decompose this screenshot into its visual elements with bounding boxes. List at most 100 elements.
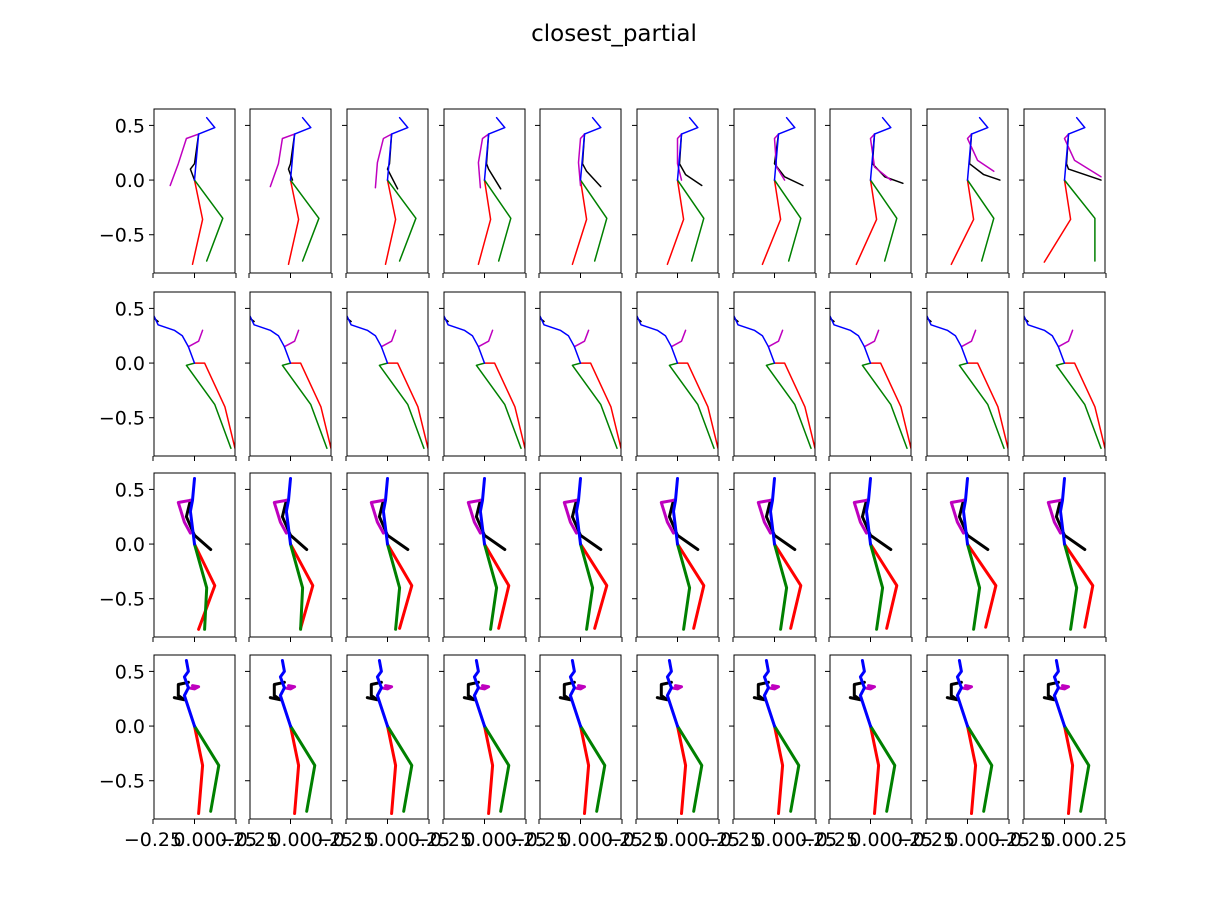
series-left-leg	[193, 362, 235, 450]
series-right-leg	[1063, 724, 1091, 813]
series-spine	[637, 315, 679, 364]
series-left-arm	[477, 133, 490, 189]
series-right-leg	[475, 362, 522, 450]
subplot-r4-c9: −0.250.00 0.25	[897, 654, 1030, 851]
skeleton-lines	[830, 315, 911, 450]
series-right-leg	[765, 362, 812, 450]
figure-title: closest_partial	[531, 21, 697, 47]
skeleton-lines	[250, 315, 331, 450]
series-right-arm	[1042, 680, 1060, 702]
series-right-arm	[860, 498, 893, 551]
skeleton-lines	[855, 116, 904, 266]
series-right-leg	[281, 362, 328, 450]
series-left-leg	[773, 362, 815, 450]
skeleton-lines	[272, 477, 315, 631]
subplot-r1-c8	[825, 108, 913, 278]
x-tick-label: −0.25	[607, 829, 665, 851]
subplot-r3-c8	[825, 472, 913, 642]
subplot-r1-c3	[342, 108, 430, 278]
series-left-arm	[1056, 684, 1070, 691]
skeleton-lines	[540, 315, 621, 450]
subplot-r1-c10	[1019, 108, 1107, 278]
series-left-arm	[562, 498, 578, 535]
series-left-leg	[869, 542, 899, 630]
series-spine	[769, 477, 776, 546]
series-left-leg	[287, 179, 300, 266]
series-left-leg	[1063, 542, 1095, 629]
series-right-arm	[172, 680, 190, 702]
x-tick-label: 0.25	[698, 829, 740, 851]
skeleton-lines	[571, 116, 608, 266]
series-left-arm	[852, 498, 868, 535]
series-left-arm	[862, 684, 876, 691]
x-tick-label: 0.25	[795, 829, 837, 851]
skeleton-lines	[365, 659, 414, 815]
series-right-leg	[185, 362, 232, 450]
skeleton-lines	[347, 315, 428, 450]
series-left-arm	[282, 684, 297, 691]
x-tick-label: 0.25	[891, 829, 933, 851]
skeleton-lines	[761, 116, 804, 266]
x-tick-label: 0.25	[1085, 829, 1127, 851]
series-left-arm	[676, 133, 683, 181]
series-left-leg	[477, 179, 492, 266]
subplot-r2-c10	[1019, 291, 1107, 461]
skeleton-lines	[666, 116, 705, 266]
subplot-r3-c7	[729, 472, 817, 642]
skeleton-lines	[1042, 659, 1091, 815]
y-tick-label: 0.5	[115, 479, 145, 501]
series-right-leg	[579, 724, 607, 813]
series-right-leg	[289, 542, 305, 631]
subplot-r4-c10: −0.250.00 0.25	[994, 654, 1127, 851]
x-tick-label: 0.00	[269, 829, 311, 851]
subplot-r4-c6: −0.250.00 0.25	[607, 654, 740, 851]
series-right-leg	[289, 179, 320, 262]
series-right-leg	[378, 362, 425, 450]
skeleton-lines	[949, 477, 998, 631]
x-tick-label: −0.25	[414, 829, 472, 851]
series-right-arm	[268, 680, 286, 702]
skeleton-lines	[752, 659, 801, 815]
series-right-leg	[958, 362, 1005, 450]
series-left-arm	[269, 133, 296, 188]
series-right-leg	[483, 179, 512, 262]
series-left-arm	[369, 498, 385, 535]
series-right-arm	[764, 498, 797, 551]
series-spine	[568, 659, 582, 728]
series-right-leg	[966, 724, 994, 813]
series-spine	[386, 116, 409, 181]
series-left-leg	[289, 724, 301, 815]
series-left-leg	[855, 179, 878, 266]
subplot-r3-c1: 0.5 0.0 −0.5	[99, 472, 237, 642]
series-left-leg	[966, 542, 998, 629]
series-left-leg	[761, 179, 782, 266]
series-spine	[734, 315, 776, 364]
skeleton-lines	[659, 477, 706, 631]
x-tick-label: 0.00	[463, 829, 505, 851]
series-left-arm	[659, 498, 675, 535]
x-tick-label: 0.25	[311, 829, 353, 851]
series-right-leg	[1063, 179, 1096, 262]
series-right-leg	[869, 724, 897, 813]
series-left-arm	[272, 498, 288, 535]
series-right-arm	[667, 498, 700, 551]
series-spine	[676, 116, 699, 181]
series-spine	[1059, 477, 1066, 546]
series-right-leg	[773, 542, 789, 631]
series-right-leg	[579, 542, 595, 631]
series-left-arm	[766, 684, 780, 691]
subplot-r4-c4: −0.250.00 0.25	[414, 654, 547, 851]
series-right-leg	[773, 179, 802, 262]
x-tick-label: −0.25	[994, 829, 1052, 851]
skeleton-lines	[369, 477, 414, 631]
series-spine	[962, 477, 969, 546]
series-left-leg	[289, 362, 331, 450]
series-left-leg	[1063, 724, 1075, 815]
series-right-leg	[676, 542, 692, 631]
series-spine	[188, 477, 196, 546]
skeleton-lines	[655, 659, 704, 815]
subplot-grid: 0.5 0.0 −0.5 0.5 0.0 −0.5 0.5 0.0 −0.5 0.5 0.0 −0.5…	[99, 108, 1127, 851]
series-left-leg	[869, 362, 911, 450]
series-left-arm	[379, 684, 394, 691]
